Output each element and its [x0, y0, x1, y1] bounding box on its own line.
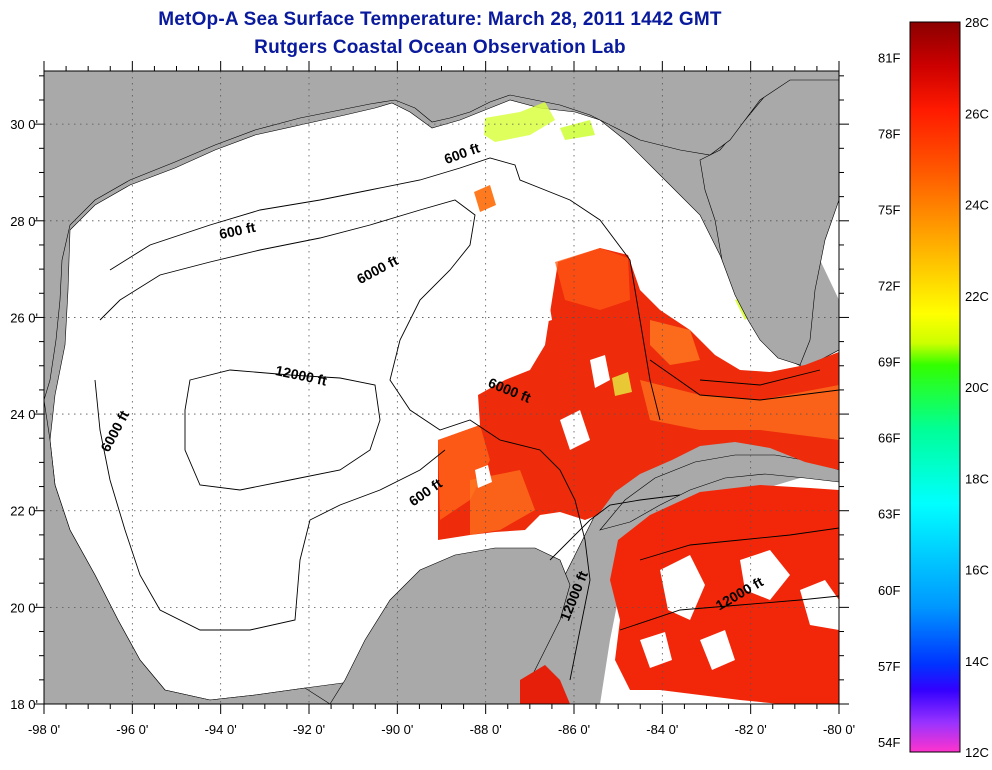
colorbar — [909, 21, 961, 753]
colorbar-fahrenheit-label: 60F — [878, 583, 900, 598]
cloud-gaps — [475, 295, 839, 670]
lat-tick-label: 26 0' — [10, 310, 38, 325]
colorbar-celsius-label: 14C — [965, 654, 989, 669]
us-coast-land — [44, 71, 839, 401]
lon-tick-label: -98 0' — [28, 722, 60, 737]
graticule — [44, 71, 839, 704]
colorbar-fahrenheit-label: 69F — [878, 355, 900, 370]
colorbar-celsius-label: 22C — [965, 289, 989, 304]
colorbar-celsius-label: 16C — [965, 563, 989, 578]
colorbar-fahrenheit-label: 78F — [878, 127, 900, 142]
colorbar-fahrenheit-label: 81F — [878, 50, 900, 65]
colorbar-fahrenheit-label: 72F — [878, 279, 900, 294]
yucatan-land — [329, 547, 571, 704]
colorbar-fahrenheit-label: 57F — [878, 659, 900, 674]
lat-tick-label: 30 0' — [10, 117, 38, 132]
lat-tick-label: 22 0' — [10, 504, 38, 519]
lon-tick-label: -82 0' — [735, 722, 767, 737]
colorbar-celsius-label: 18C — [965, 471, 989, 486]
lon-tick-label: -84 0' — [646, 722, 678, 737]
lon-tick-label: -86 0' — [558, 722, 590, 737]
sst-data-layer — [438, 102, 839, 704]
mexico-land — [44, 399, 331, 704]
colorbar-celsius-label: 20C — [965, 380, 989, 395]
lon-tick-label: -92 0' — [293, 722, 325, 737]
colorbar-labels: 28C 26C 24C 22C 20C 18C 16C 14C 12C 81F 78F 75F 72F 6… — [878, 15, 989, 760]
colorbar-fahrenheit-label: 66F — [878, 431, 900, 446]
colorbar-fahrenheit-label: 75F — [878, 203, 900, 218]
lat-tick-label: 28 0' — [10, 214, 38, 229]
bathymetry-contours — [94, 157, 839, 681]
lat-tick-label: 18 0' — [10, 697, 38, 712]
axis-ticks — [34, 61, 849, 714]
lon-tick-label: -96 0' — [116, 722, 148, 737]
lat-tick-label: 20 0' — [10, 600, 38, 615]
colorbar-celsius-label: 26C — [965, 106, 989, 121]
cuba-land — [599, 454, 839, 531]
colorbar-fahrenheit-label: 63F — [878, 507, 900, 522]
colorbar-fahrenheit-label: 54F — [878, 735, 900, 750]
lon-tick-label: -80 0' — [823, 722, 855, 737]
map-subtitle: Rutgers Coastal Ocean Observation Lab — [254, 37, 626, 58]
lon-tick-label: -90 0' — [381, 722, 413, 737]
colorbar-celsius-label: 24C — [965, 198, 989, 213]
axis-labels: -98 0' -96 0' -94 0' -92 0' -90 0' -88 0' -86 … — [10, 117, 855, 737]
lon-tick-label: -88 0' — [470, 722, 502, 737]
lon-tick-label: -94 0' — [205, 722, 237, 737]
contour-label: 600 ft — [218, 219, 257, 242]
map-title: MetOp-A Sea Surface Temperature: March 2… — [158, 9, 722, 30]
colorbar-celsius-label: 12C — [965, 745, 989, 760]
lat-tick-label: 24 0' — [10, 407, 38, 422]
colorbar-celsius-label: 28C — [965, 15, 989, 30]
